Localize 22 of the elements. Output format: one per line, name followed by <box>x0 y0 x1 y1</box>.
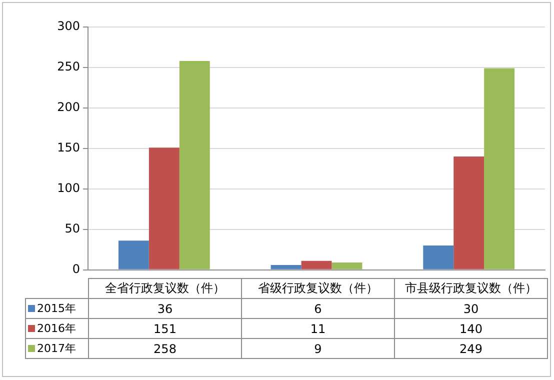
y-tick-label: 300 <box>57 19 80 34</box>
y-tick-label: 250 <box>57 60 80 74</box>
data-label: 11 <box>242 318 394 338</box>
legend-label: 2017年 <box>26 338 88 358</box>
data-label: 151 <box>88 318 242 338</box>
x-tick-label: 市县级行政复议数（件） <box>394 278 548 298</box>
data-label: 140 <box>394 318 548 338</box>
data-label: 9 <box>242 338 394 358</box>
y-tick-label: 100 <box>57 180 80 195</box>
data-label: 30 <box>394 298 548 318</box>
y-tick-label: 50 <box>64 221 80 236</box>
legend-label: 2015年 <box>26 298 88 318</box>
legend-label: 2016年 <box>26 318 88 338</box>
data-label: 36 <box>88 298 242 318</box>
y-tick-label: 150 <box>57 140 80 155</box>
y-tick-label: 200 <box>57 100 80 114</box>
x-tick-label: 省级行政复议数（件） <box>242 278 394 298</box>
y-tick-label: 0 <box>72 262 80 276</box>
data-label: 258 <box>88 338 242 358</box>
data-label: 6 <box>242 298 394 318</box>
x-tick-label: 全省行政复议数（件） <box>88 278 242 298</box>
data-label: 249 <box>394 338 548 358</box>
